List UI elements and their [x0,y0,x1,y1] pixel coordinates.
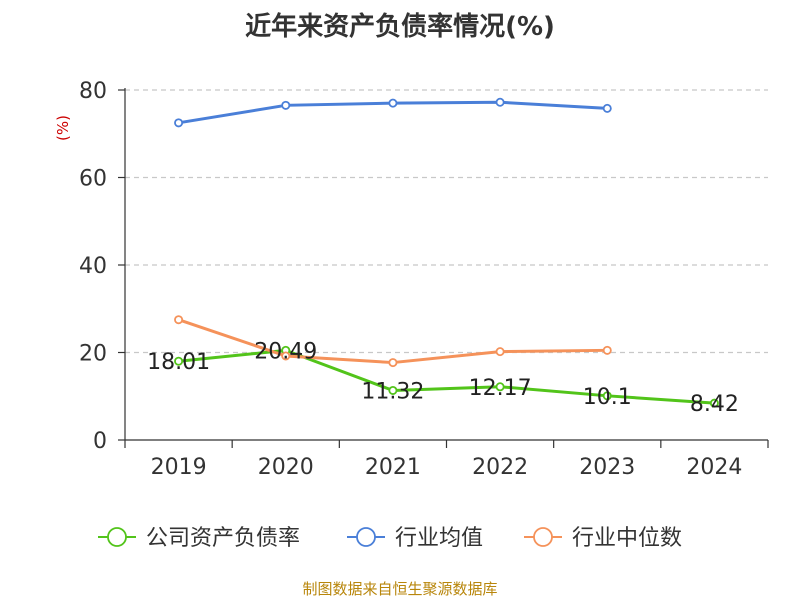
data-point [388,358,398,368]
data-point [174,118,184,128]
y-tick-label: 0 [93,429,107,454]
data-point [495,382,505,392]
data-point [495,97,505,107]
data-point [281,351,291,361]
x-tick-label: 2021 [365,455,421,480]
x-tick-label: 2022 [472,455,528,480]
data-label: 18.01 [147,350,210,375]
legend-label: 公司资产负债率 [146,526,300,551]
series-lines [174,97,719,408]
x-tick-label: 2019 [151,455,207,480]
source-note: 制图数据来自恒生聚源数据库 [302,580,498,598]
y-axis-unit-label: (%) [54,115,72,141]
data-label: 10.1 [583,385,632,410]
data-label: 11.32 [361,379,424,404]
x-tick-label: 2024 [686,455,742,480]
data-point [174,356,184,366]
legend-label: 行业均值 [395,526,483,551]
data-label: 12.17 [469,376,532,401]
data-point [174,315,184,325]
chart-title: 近年来资产负债率情况(%) [245,12,555,42]
data-point [495,347,505,357]
axes: 0 20 40 60 80 2019 2020 2021 2022 2023 2024 [79,79,769,480]
x-tick-label: 2020 [258,455,314,480]
legend-label: 行业中位数 [572,526,682,551]
legend: 公司资产负债率 行业均值 行业中位数 [98,526,682,551]
series-line-0 [178,348,715,405]
data-label: 8.42 [690,392,739,417]
data-point [602,345,612,355]
legend-marker [107,527,127,547]
data-labels: 18.01 20.49 11.32 12.17 10.1 8.42 [147,339,739,417]
data-label: 20.49 [254,339,317,364]
y-tick-label: 80 [79,79,107,104]
data-point [281,100,291,110]
data-point [602,103,612,113]
legend-marker [533,527,553,547]
grid-lines [125,89,768,354]
data-point [602,391,612,401]
legend-marker [356,527,376,547]
y-tick-label: 20 [79,342,107,367]
y-tick-label: 60 [79,167,107,192]
data-point [388,98,398,108]
y-tick-label: 40 [79,254,107,279]
data-point [388,385,398,395]
data-point [709,398,719,408]
x-tick-label: 2023 [579,455,635,480]
